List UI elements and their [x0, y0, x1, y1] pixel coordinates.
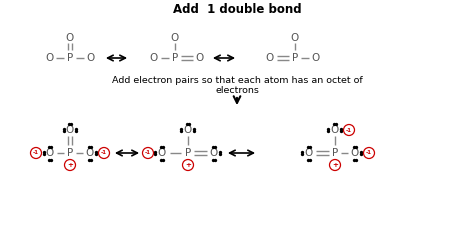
Text: O: O: [291, 33, 299, 43]
Text: -1: -1: [33, 151, 39, 155]
Text: O: O: [150, 53, 158, 63]
Text: P: P: [332, 148, 338, 158]
Text: O: O: [87, 53, 95, 63]
Circle shape: [329, 159, 340, 171]
Text: -1: -1: [145, 151, 151, 155]
Text: -1: -1: [366, 151, 372, 155]
Text: O: O: [45, 53, 53, 63]
Circle shape: [64, 159, 75, 171]
Text: O: O: [86, 148, 94, 158]
Circle shape: [143, 148, 154, 158]
Circle shape: [30, 148, 42, 158]
Text: P: P: [67, 53, 73, 63]
Text: -1: -1: [346, 127, 352, 132]
Text: O: O: [266, 53, 274, 63]
Text: O: O: [331, 125, 339, 135]
Text: P: P: [185, 148, 191, 158]
Text: O: O: [351, 148, 359, 158]
Text: P: P: [172, 53, 178, 63]
Circle shape: [364, 148, 374, 158]
Text: O: O: [312, 53, 320, 63]
Text: P: P: [67, 148, 73, 158]
Text: -1: -1: [101, 151, 107, 155]
Text: O: O: [171, 33, 179, 43]
Text: +: +: [332, 162, 338, 168]
Text: +: +: [185, 162, 191, 168]
Circle shape: [99, 148, 109, 158]
Text: Add  1 double bond: Add 1 double bond: [173, 3, 301, 16]
Circle shape: [182, 159, 193, 171]
Text: O: O: [210, 148, 218, 158]
Text: Add electron pairs so that each atom has an octet of
electrons: Add electron pairs so that each atom has…: [111, 76, 363, 95]
Text: O: O: [66, 33, 74, 43]
Text: O: O: [158, 148, 166, 158]
Circle shape: [344, 124, 355, 135]
Text: O: O: [66, 125, 74, 135]
Text: O: O: [46, 148, 54, 158]
Text: O: O: [305, 148, 313, 158]
Text: O: O: [196, 53, 204, 63]
Text: O: O: [184, 125, 192, 135]
Text: +: +: [67, 162, 73, 168]
Text: P: P: [292, 53, 298, 63]
